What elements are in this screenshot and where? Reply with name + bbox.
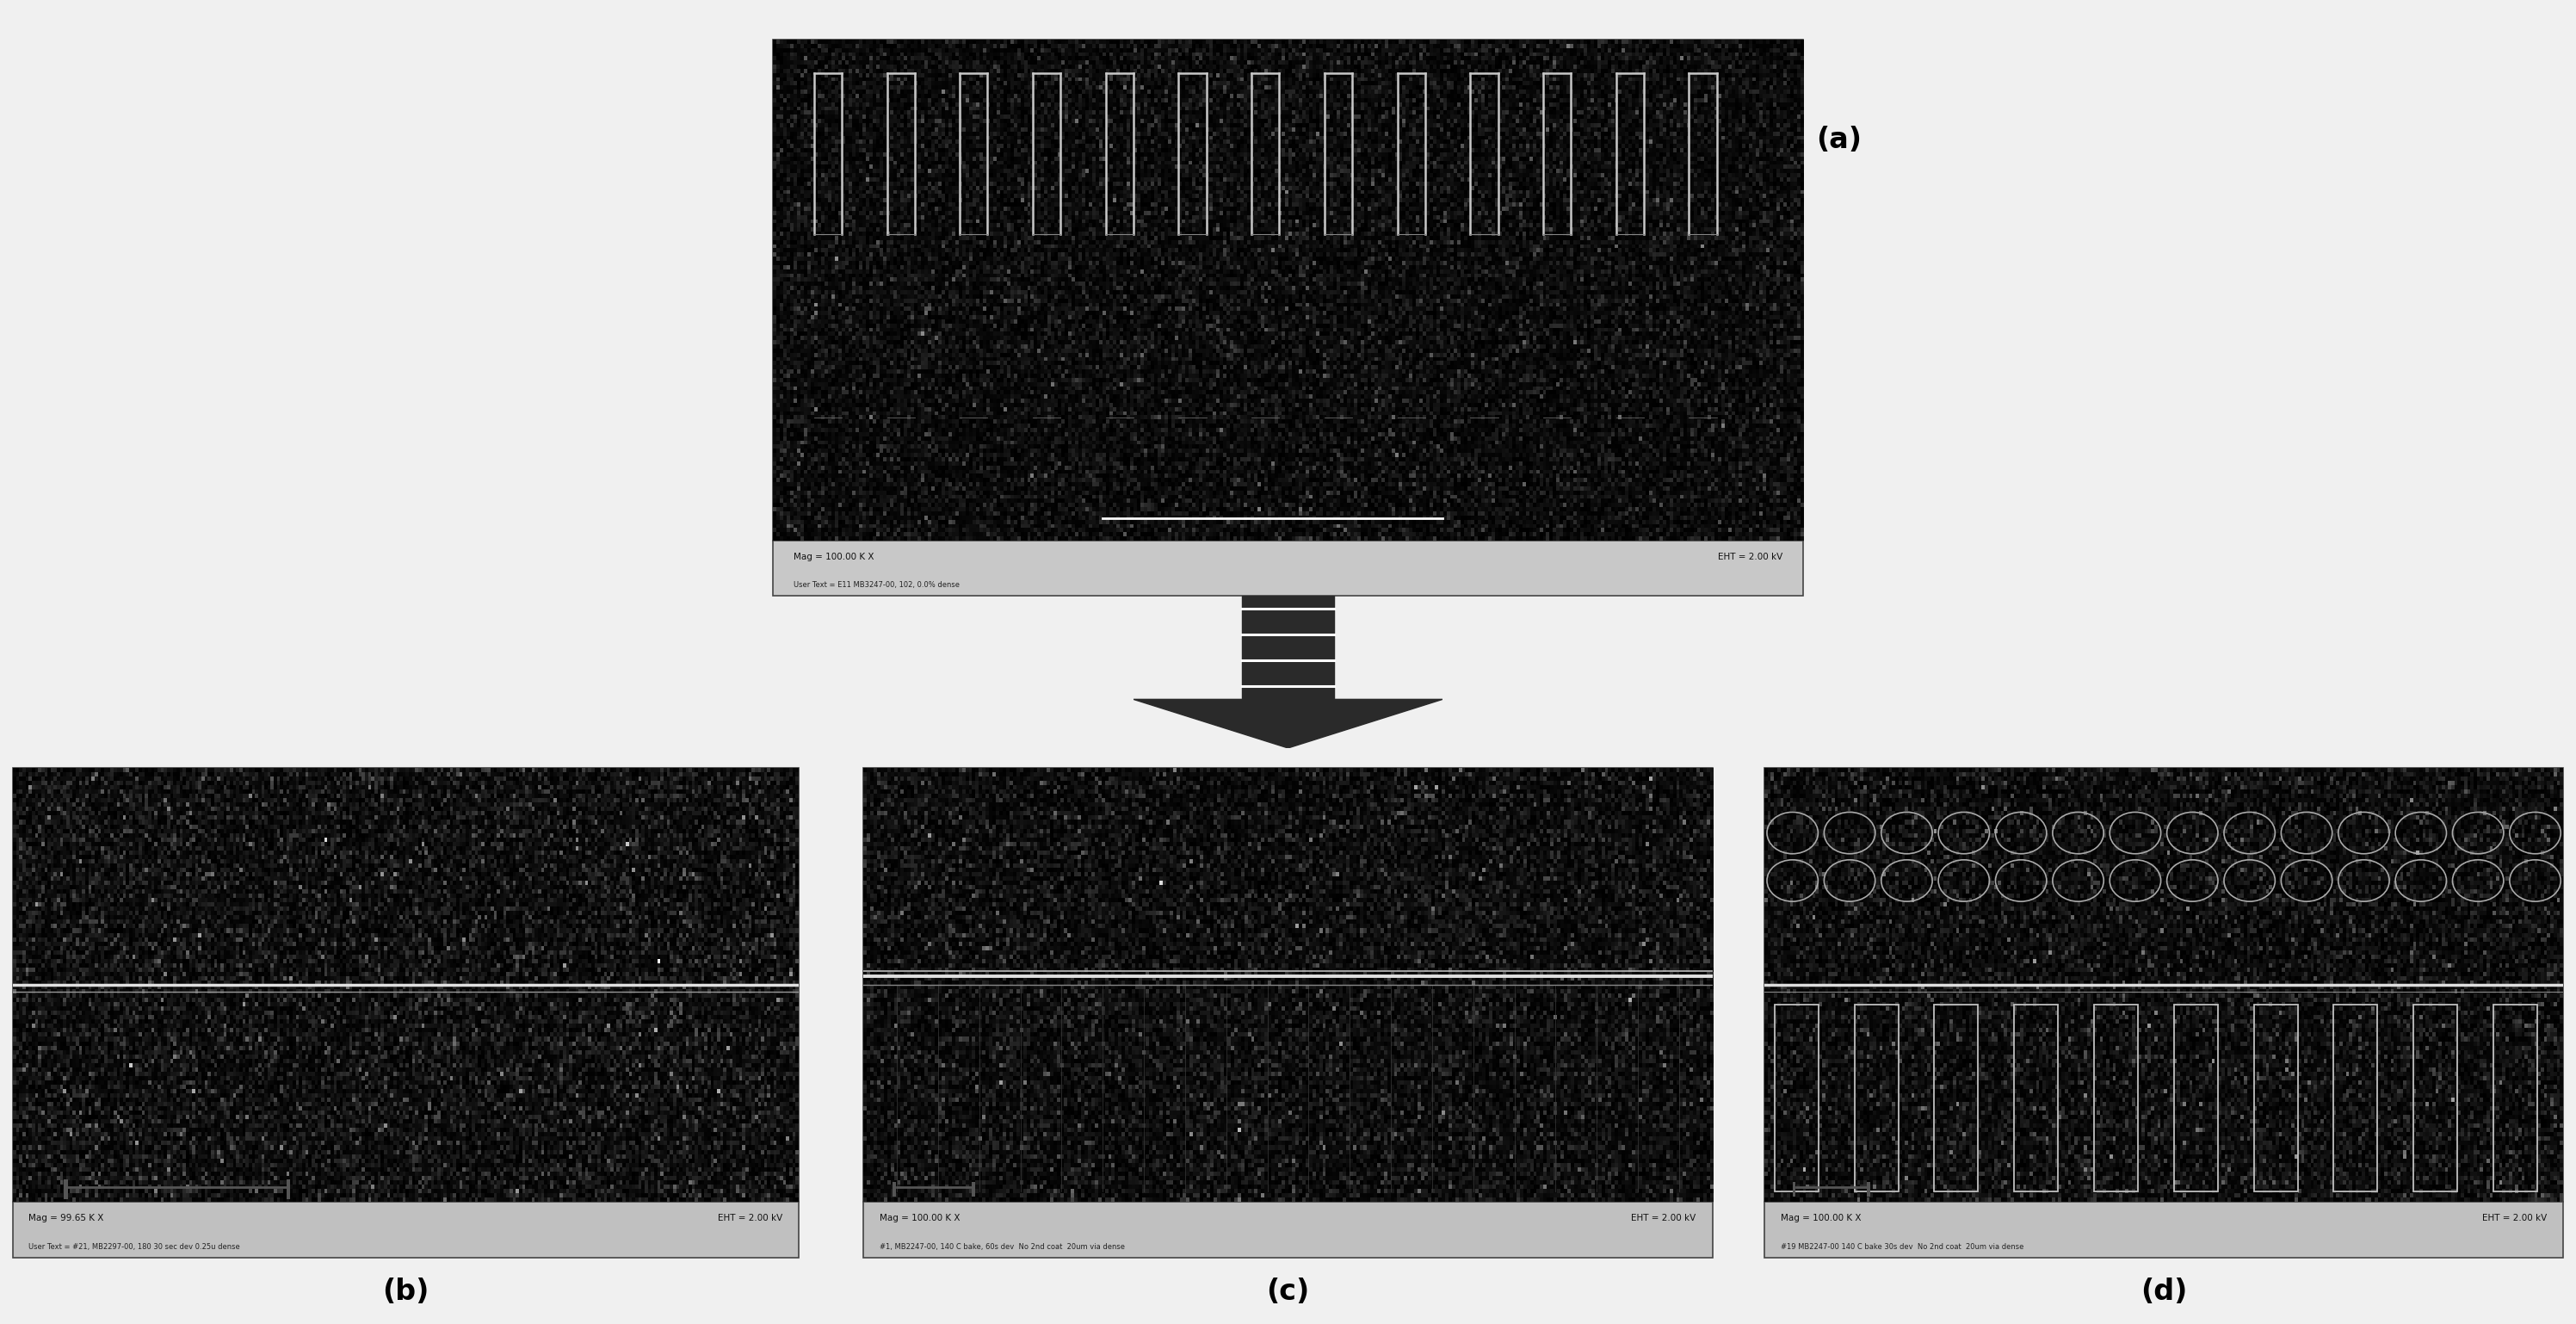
- Bar: [863, 1201, 1713, 1258]
- Bar: [1775, 1005, 1819, 1192]
- Text: (d): (d): [2141, 1278, 2187, 1307]
- Bar: [13, 768, 799, 1201]
- Bar: [1855, 1005, 1899, 1192]
- Text: #1, MB2247-00, 140 C bake, 60s dev  No 2nd coat  20um via dense: #1, MB2247-00, 140 C bake, 60s dev No 2n…: [881, 1243, 1126, 1250]
- Bar: [894, 1182, 896, 1197]
- Text: EHT = 2.00 kV: EHT = 2.00 kV: [719, 1214, 783, 1222]
- Bar: [1868, 1182, 1870, 1197]
- Bar: [286, 1180, 291, 1200]
- Bar: [2334, 1005, 2378, 1192]
- Bar: [2494, 1005, 2537, 1192]
- Bar: [2174, 1005, 2218, 1192]
- Bar: [2254, 1005, 2298, 1192]
- Bar: [971, 1182, 976, 1197]
- Text: Mag = 99.65 K X: Mag = 99.65 K X: [28, 1214, 103, 1222]
- Bar: [64, 1180, 67, 1200]
- Text: EHT = 2.00 kV: EHT = 2.00 kV: [2483, 1214, 2548, 1222]
- Bar: [773, 540, 1803, 596]
- Bar: [1935, 1005, 1978, 1192]
- Bar: [1793, 1182, 1795, 1197]
- Bar: [863, 768, 1713, 1201]
- Text: Mag = 100.00 K X: Mag = 100.00 K X: [881, 1214, 961, 1222]
- Text: User Text = E11 MB3247-00, 102, 0.0% dense: User Text = E11 MB3247-00, 102, 0.0% den…: [793, 581, 958, 589]
- Polygon shape: [1133, 699, 1443, 748]
- Bar: [1765, 1201, 2563, 1258]
- Bar: [1242, 596, 1334, 699]
- Bar: [2414, 1005, 2458, 1192]
- Bar: [2094, 1005, 2138, 1192]
- Text: (b): (b): [381, 1278, 430, 1307]
- Text: EHT = 2.00 kV: EHT = 2.00 kV: [1631, 1214, 1695, 1222]
- Bar: [1765, 768, 2563, 1201]
- Text: Mag = 100.00 K X: Mag = 100.00 K X: [1780, 1214, 1860, 1222]
- Text: Mag = 100.00 K X: Mag = 100.00 K X: [793, 552, 873, 561]
- Bar: [2014, 1005, 2058, 1192]
- Bar: [13, 1201, 799, 1258]
- Text: #19 MB2247-00 140 C bake 30s dev  No 2nd coat  20um via dense: #19 MB2247-00 140 C bake 30s dev No 2nd …: [1780, 1243, 2025, 1250]
- Text: EHT = 2.00 kV: EHT = 2.00 kV: [1718, 552, 1783, 561]
- Text: (a): (a): [1816, 126, 1862, 154]
- Text: (c): (c): [1267, 1278, 1309, 1307]
- Text: User Text = #21, MB2297-00, 180 30 sec dev 0.25u dense: User Text = #21, MB2297-00, 180 30 sec d…: [28, 1243, 240, 1250]
